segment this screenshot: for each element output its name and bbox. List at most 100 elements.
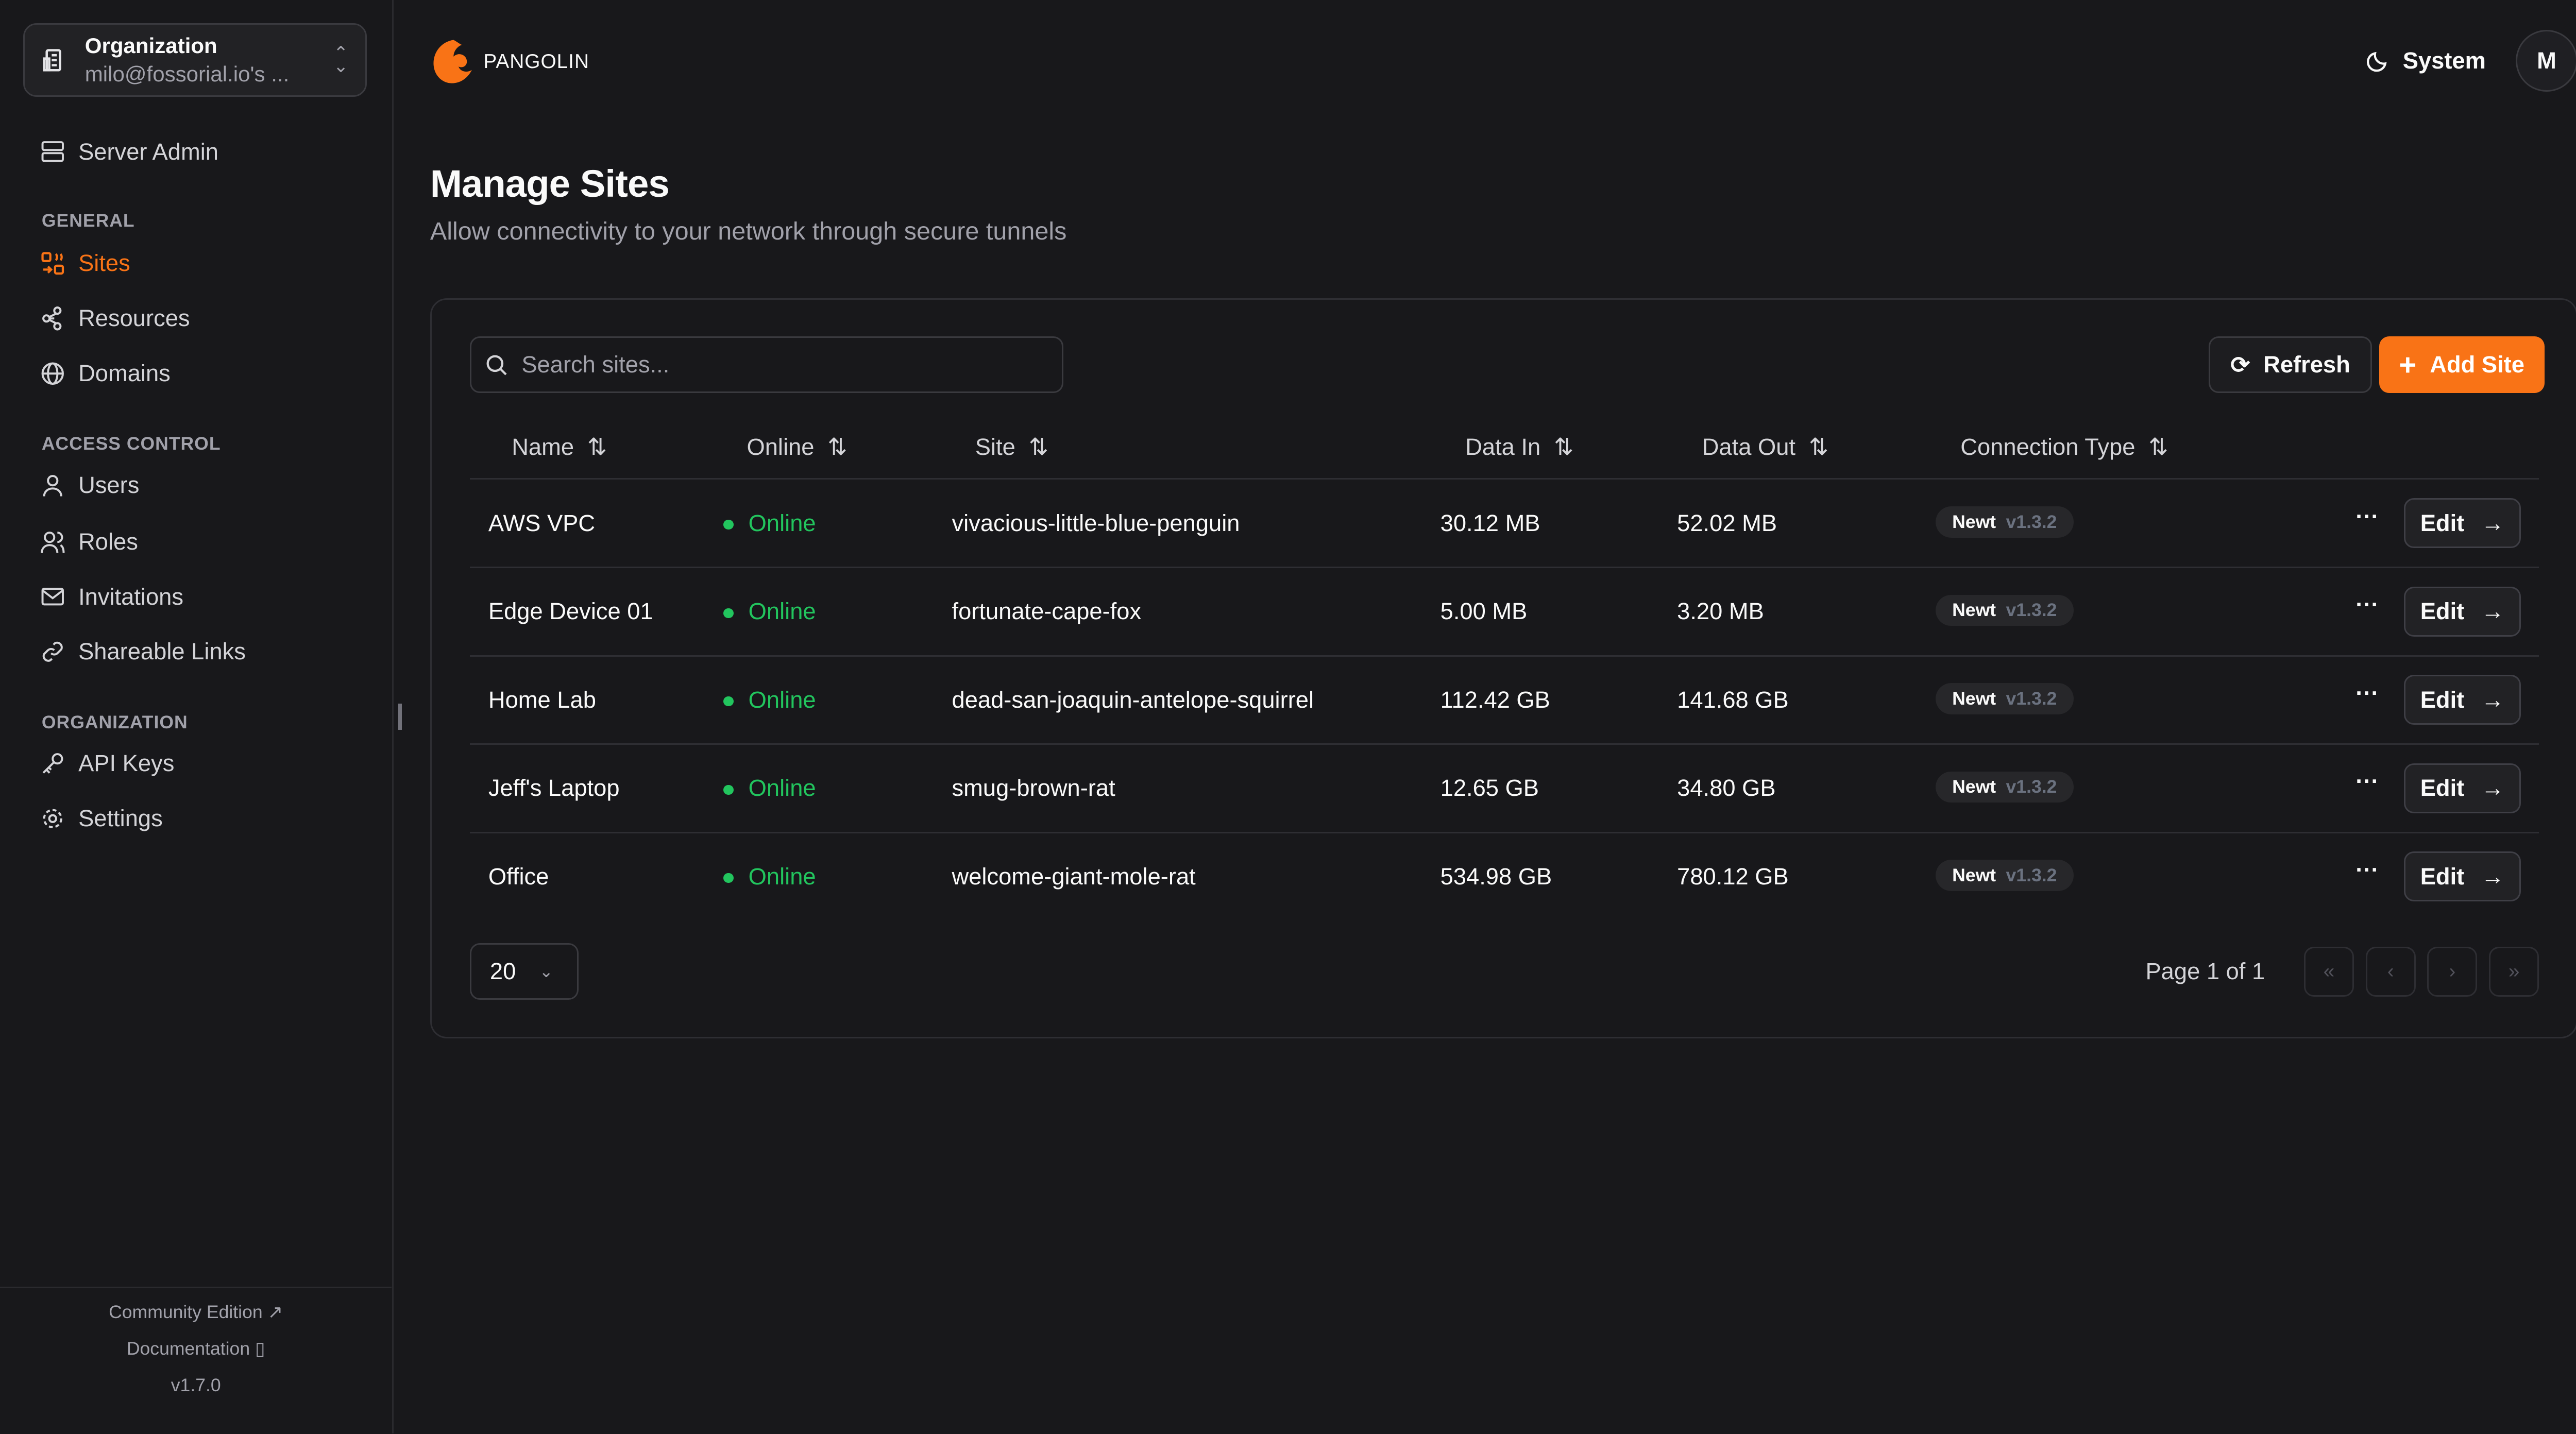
status-dot xyxy=(723,784,734,795)
arrow-right-icon: → xyxy=(2481,775,2504,801)
org-name: milo@fossorial.io's ... xyxy=(84,61,290,86)
chevron-down-icon: ⌄ xyxy=(539,962,553,981)
sidebar-item-server-admin[interactable]: Server Admin xyxy=(40,139,218,165)
prev-page-button[interactable]: ‹ xyxy=(2365,946,2416,997)
status-label: Online xyxy=(748,686,816,713)
org-switcher[interactable]: Organization milo@fossorial.io's ... ⌃ ⌄ xyxy=(23,23,367,97)
column-header-data-out[interactable]: Data Out ⇅ xyxy=(1702,433,1828,460)
edit-button[interactable]: Edit → xyxy=(2404,586,2521,637)
add-site-button[interactable]: + Add Site xyxy=(2379,336,2545,394)
edit-button[interactable]: Edit → xyxy=(2404,498,2521,549)
status-dot xyxy=(723,608,734,618)
gear-icon xyxy=(43,809,62,828)
sidebar-item-sites[interactable]: Sites xyxy=(40,250,130,277)
sidebar-resize-handle[interactable] xyxy=(398,703,402,730)
column-header-site[interactable]: Site ⇅ xyxy=(975,433,1048,460)
connection-type: Newt xyxy=(1952,776,1996,797)
more-actions-icon[interactable]: ··· xyxy=(2355,856,2379,883)
sidebar-label: Resources xyxy=(78,305,190,332)
sidebar-item-invitations[interactable]: Invitations xyxy=(40,584,183,610)
arrow-right-icon: → xyxy=(2481,863,2504,890)
external-link-icon: ↗ xyxy=(267,1302,283,1323)
data-in: 534.98 GB xyxy=(1440,863,1552,890)
last-page-button[interactable]: » xyxy=(2489,946,2539,997)
column-header-name[interactable]: Name ⇅ xyxy=(512,433,607,460)
data-in: 12.65 GB xyxy=(1440,775,1539,801)
connection-badge: Newt v1.3.2 xyxy=(1935,506,2074,538)
site-id: dead-san-joaquin-antelope-squirrel xyxy=(952,686,1314,713)
pangolin-logo-icon xyxy=(433,40,472,83)
sidebar-item-resources[interactable]: Resources xyxy=(40,305,190,332)
header-label: Site xyxy=(975,433,1015,460)
search-input[interactable]: Search sites... xyxy=(470,336,1064,394)
community-label: Community Edition xyxy=(109,1302,263,1323)
book-icon: ▯ xyxy=(255,1338,265,1359)
page-title: Manage Sites xyxy=(430,162,670,205)
refresh-label: Refresh xyxy=(2263,351,2350,378)
link-icon xyxy=(42,641,63,662)
page-info: Page 1 of 1 xyxy=(2145,958,2265,985)
edit-button[interactable]: Edit → xyxy=(2404,763,2521,813)
page-size-select[interactable]: 20 ⌄ xyxy=(470,943,579,1000)
header-label: Data In xyxy=(1465,433,1541,460)
sidebar-item-users[interactable]: Users xyxy=(40,471,140,499)
chevrons-up-down-icon: ⌃ ⌄ xyxy=(333,42,349,77)
status-label: Online xyxy=(748,775,816,801)
brand-name: PANGOLIN xyxy=(483,50,589,73)
sidebar-label: Shareable Links xyxy=(78,638,246,665)
sort-icon: ⇅ xyxy=(587,434,607,460)
status-dot xyxy=(723,696,734,707)
refresh-button[interactable]: ⟳ Refresh xyxy=(2209,336,2372,394)
connection-type: Newt xyxy=(1952,688,1996,709)
sidebar-label: Users xyxy=(78,471,140,498)
site-id: smug-brown-rat xyxy=(952,775,1115,801)
arrow-right-icon: → xyxy=(2481,598,2504,625)
section-access-control: ACCESS CONTROL xyxy=(41,433,221,454)
site-name: Jeff's Laptop xyxy=(488,775,620,801)
avatar[interactable]: M xyxy=(2516,30,2576,92)
next-page-button[interactable]: › xyxy=(2427,946,2478,997)
documentation-link[interactable]: Documentation ▯ xyxy=(0,1338,392,1361)
more-actions-icon[interactable]: ··· xyxy=(2355,591,2379,618)
column-header-data-in[interactable]: Data In ⇅ xyxy=(1465,433,1573,460)
column-header-connection-type[interactable]: Connection Type ⇅ xyxy=(1960,433,2168,460)
status-dot xyxy=(723,873,734,883)
edit-button[interactable]: Edit → xyxy=(2404,675,2521,725)
theme-label: System xyxy=(2402,47,2486,74)
edit-label: Edit xyxy=(2420,598,2465,625)
site-id: fortunate-cape-fox xyxy=(952,598,1142,625)
data-out: 141.68 GB xyxy=(1677,686,1789,713)
search-placeholder: Search sites... xyxy=(521,351,670,378)
sidebar-label: Server Admin xyxy=(78,138,218,165)
site-name: Office xyxy=(488,863,549,890)
theme-toggle[interactable]: System xyxy=(2366,47,2486,74)
sort-icon: ⇅ xyxy=(827,434,848,460)
table-row: Office Online welcome-giant-mole-rat 534… xyxy=(470,831,2539,920)
edit-label: Edit xyxy=(2420,509,2465,536)
server-icon xyxy=(41,141,64,162)
add-site-label: Add Site xyxy=(2430,351,2524,378)
online-status: Online xyxy=(723,687,816,713)
more-actions-icon[interactable]: ··· xyxy=(2355,679,2379,706)
section-organization: ORGANIZATION xyxy=(41,711,188,732)
more-actions-icon[interactable]: ··· xyxy=(2355,768,2379,795)
more-actions-icon[interactable]: ··· xyxy=(2355,503,2379,530)
sort-icon: ⇅ xyxy=(1028,434,1048,460)
sidebar-item-roles[interactable]: Roles xyxy=(40,528,138,555)
status-label: Online xyxy=(748,509,816,536)
sidebar-item-api-keys[interactable]: API Keys xyxy=(40,750,174,777)
table-row: AWS VPC Online vivacious-little-blue-pen… xyxy=(470,478,2539,567)
mail-icon xyxy=(41,588,64,606)
header-label: Connection Type xyxy=(1960,433,2136,460)
online-status: Online xyxy=(723,863,816,890)
sidebar-item-settings[interactable]: Settings xyxy=(40,805,163,832)
online-status: Online xyxy=(723,510,816,537)
community-edition-link[interactable]: Community Edition ↗ xyxy=(0,1302,392,1325)
sidebar-item-shareable-links[interactable]: Shareable Links xyxy=(40,638,246,665)
header-label: Data Out xyxy=(1702,433,1795,460)
sidebar-item-domains[interactable]: Domains xyxy=(40,360,171,387)
first-page-button[interactable]: « xyxy=(2303,946,2354,997)
edit-button[interactable]: Edit → xyxy=(2404,851,2521,902)
column-header-online[interactable]: Online ⇅ xyxy=(747,433,847,460)
connection-version: v1.3.2 xyxy=(2006,688,2057,709)
